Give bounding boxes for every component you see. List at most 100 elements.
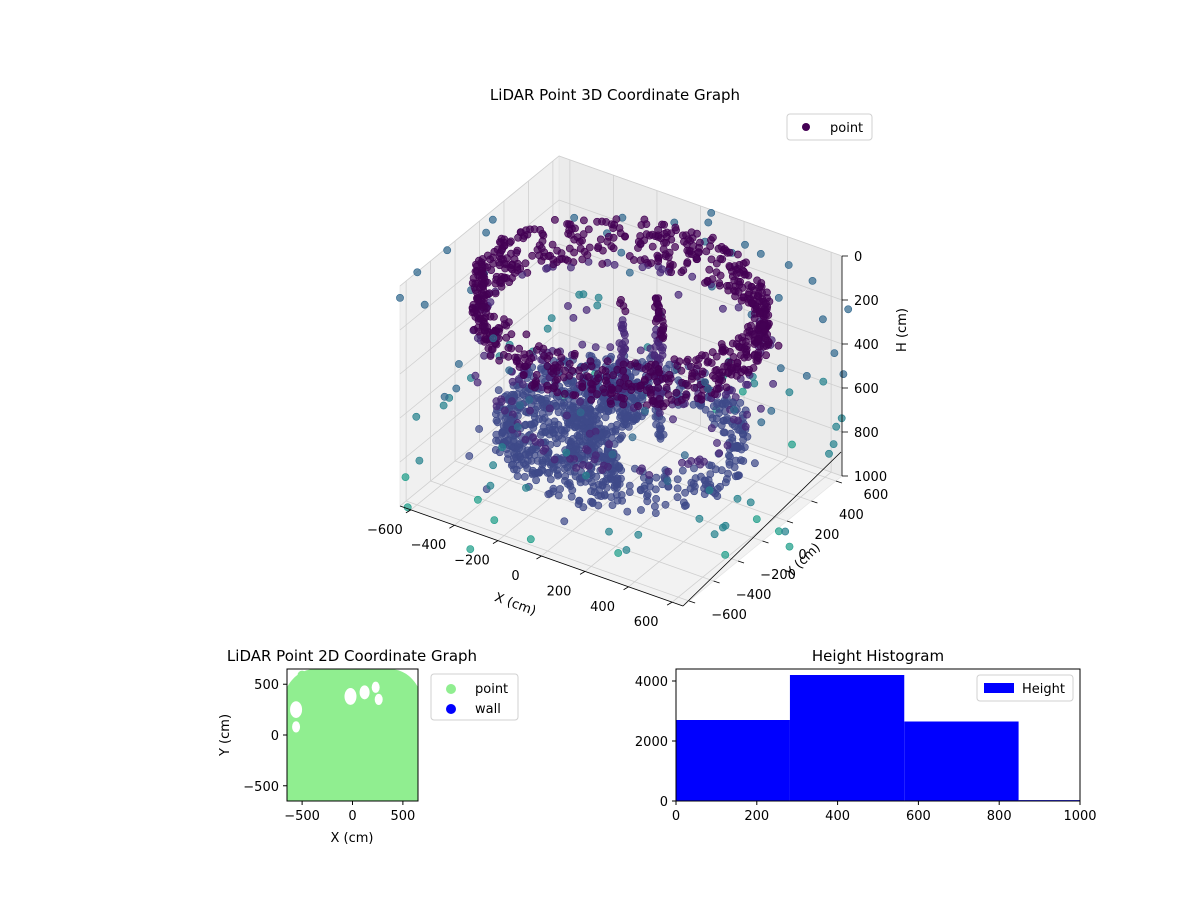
point-3d — [531, 383, 539, 392]
point-3d — [636, 466, 644, 475]
point-3d — [587, 362, 596, 370]
point-3d — [513, 266, 522, 275]
legend-3d: point — [786, 113, 873, 141]
point-3d — [490, 312, 498, 321]
point-3d — [750, 314, 759, 323]
point-3d — [580, 363, 589, 371]
point-3d — [560, 389, 569, 398]
point-3d — [697, 391, 706, 400]
point-3d — [730, 405, 738, 414]
point-3d — [607, 399, 615, 408]
point-3d — [495, 356, 504, 365]
point-3d — [619, 302, 628, 310]
point-3d — [661, 250, 670, 258]
z-tick-label-3d: 1000 — [854, 470, 887, 485]
point-3d — [545, 404, 554, 413]
point-3d — [588, 498, 597, 506]
point-3d — [605, 527, 613, 536]
point-3d — [475, 425, 483, 433]
point-3d — [593, 390, 601, 399]
point-3d — [535, 342, 543, 351]
point-3d — [598, 260, 607, 268]
point-3d — [576, 408, 585, 417]
point-3d — [516, 401, 524, 409]
x-axis-label-2d: X (cm) — [331, 831, 374, 846]
y-tick-mark-3d — [688, 600, 696, 604]
x-tick-label-hist: 800 — [987, 809, 1012, 824]
point-3d — [473, 495, 482, 504]
point-3d — [621, 374, 630, 382]
point-3d — [693, 255, 701, 264]
legend-3d-marker — [802, 123, 810, 131]
point-3d — [500, 406, 509, 415]
point-3d — [557, 425, 565, 434]
point-3d — [601, 413, 610, 422]
point-3d — [521, 259, 530, 268]
point-3d — [659, 324, 668, 333]
x-tick-label-3d: 0 — [511, 569, 519, 584]
point-3d — [752, 515, 761, 523]
point-3d — [684, 460, 692, 468]
point-3d — [576, 244, 585, 253]
point-3d — [636, 346, 645, 355]
point-3d — [702, 247, 711, 256]
point-3d — [716, 254, 725, 263]
point-3d — [739, 457, 748, 465]
point-3d — [544, 252, 553, 260]
point-3d — [572, 463, 581, 472]
point-3d — [673, 475, 682, 484]
point-3d — [536, 431, 545, 439]
point-3d — [548, 240, 557, 249]
histogram-bar — [676, 720, 790, 801]
point-3d — [742, 380, 750, 389]
point-3d — [609, 371, 617, 380]
point-3d — [471, 312, 480, 321]
point-3d — [593, 301, 602, 310]
point-3d — [659, 343, 667, 352]
point-3d — [704, 218, 713, 227]
point-3d — [634, 244, 642, 252]
point-3d — [548, 425, 557, 434]
point-2d — [312, 672, 322, 682]
point-3d — [655, 409, 664, 418]
point-3d — [781, 527, 790, 536]
point-3d — [642, 386, 651, 395]
point-3d — [654, 225, 662, 234]
gap-2d — [290, 701, 303, 719]
point-3d — [489, 259, 498, 268]
gap-2d — [374, 693, 383, 706]
point-3d — [707, 424, 716, 433]
point-3d — [689, 400, 698, 409]
point-3d — [590, 455, 599, 464]
y-tick-label-hist: 2000 — [635, 735, 668, 750]
point-area-2d — [287, 669, 418, 801]
point-3d — [523, 361, 531, 369]
histogram-title: Height Histogram — [812, 647, 944, 665]
point-3d — [492, 402, 501, 411]
point-3d — [598, 402, 606, 411]
point-3d — [695, 248, 703, 257]
point-3d — [521, 460, 530, 469]
point-3d — [521, 435, 530, 444]
z-axis-label-3d: H (cm) — [895, 308, 910, 352]
legend-2d-label-wall: wall — [475, 702, 501, 717]
z-tick-label-3d: 800 — [854, 426, 879, 441]
point-3d — [594, 374, 603, 383]
point-3d — [623, 507, 632, 516]
point-3d — [726, 452, 734, 461]
point-3d — [714, 244, 723, 253]
point-3d — [758, 288, 766, 297]
point-3d — [608, 450, 617, 459]
gridline-3d-z-side — [399, 287, 560, 419]
point-3d — [759, 321, 767, 330]
point-3d — [692, 356, 700, 364]
point-3d — [420, 300, 429, 309]
point-3d — [725, 248, 734, 257]
point-3d — [536, 438, 545, 447]
point-3d — [512, 248, 521, 257]
point-3d — [701, 405, 710, 414]
point-3d — [618, 340, 627, 349]
point-3d — [634, 402, 642, 410]
